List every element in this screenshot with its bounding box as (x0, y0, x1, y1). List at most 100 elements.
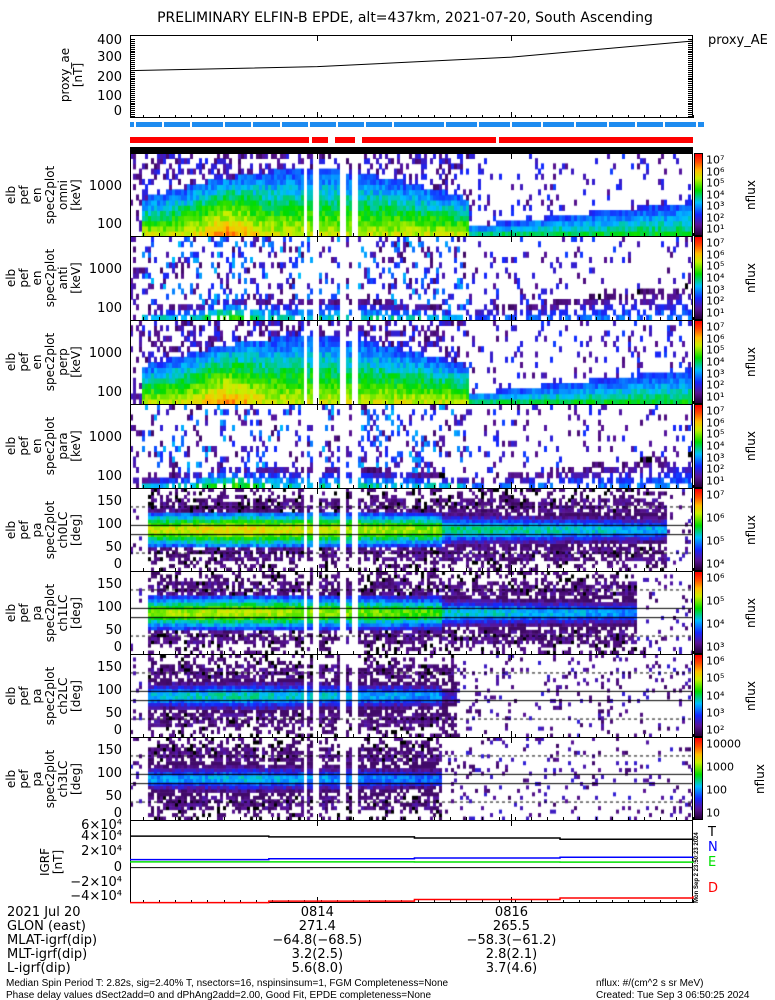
time-minor-tick (223, 233, 225, 236)
igrf-ytick: 2×10⁴ (81, 844, 122, 860)
time-minor-tick (450, 651, 451, 654)
time-minor-tick (174, 115, 176, 118)
proxy-minor-tick (688, 85, 693, 87)
time-minor-tick (255, 115, 257, 118)
time-minor-tick (563, 568, 565, 571)
time-minor-tick (482, 900, 484, 903)
proxy-ae-legend: proxy_AE (708, 33, 768, 48)
time-minor-tick (385, 401, 387, 404)
proxy-minor-tick (688, 69, 693, 71)
time-major-tick (317, 314, 319, 320)
spec-para-colorbar-tick: 10³ (706, 451, 725, 465)
time-minor-tick (320, 568, 322, 571)
proxy-minor-tick (688, 48, 693, 50)
time-minor-tick (660, 900, 662, 903)
time-minor-tick (676, 651, 678, 654)
time-minor-tick (627, 115, 629, 118)
proxy-minor-tick (130, 75, 135, 77)
time-minor-tick (563, 233, 565, 236)
time-minor-tick (385, 651, 387, 654)
time-minor-tick (223, 900, 225, 903)
time-minor-tick (369, 817, 371, 820)
igrf-ylabel-line: [nT] (51, 849, 65, 875)
ephemeris-value-0816: −58.3(−61.2) (466, 933, 557, 948)
time-minor-tick (627, 401, 629, 404)
proxy-minor-tick (688, 73, 693, 75)
time-minor-tick (191, 651, 193, 654)
time-minor-tick (660, 317, 662, 320)
time-minor-tick (692, 233, 694, 236)
time-minor-tick (514, 317, 516, 320)
proxy-minor-tick (130, 83, 135, 85)
time-minor-tick (611, 317, 613, 320)
spec-omni-ylabel: elb pef en spec2plot omni [keV] (4, 165, 83, 223)
spec-ch3-colorbar-tick: 10000 (706, 737, 741, 751)
spin-status-bar (637, 122, 663, 127)
time-minor-tick (514, 485, 516, 488)
igrf-ylabel: IGRF [nT] (38, 848, 65, 876)
proxy-minor-tick (688, 65, 693, 67)
spec-ch2-ytick: 100 (97, 682, 122, 698)
time-major-tick (511, 320, 513, 326)
time-minor-tick (466, 485, 468, 488)
time-minor-tick (579, 485, 581, 488)
time-major-tick (511, 654, 513, 660)
time-minor-tick (676, 233, 678, 236)
spin-status-bar (698, 122, 704, 127)
created-timestamp: Created: Tue Sep 3 06:50:25 2024 (596, 990, 750, 1000)
time-minor-tick (417, 485, 419, 488)
time-minor-tick (676, 734, 678, 737)
proxy-minor-tick (130, 96, 135, 98)
time-minor-tick (239, 900, 241, 903)
proxy-minor-tick (688, 90, 693, 92)
spin-status-bar (225, 122, 251, 127)
time-minor-tick (320, 401, 322, 404)
time-minor-tick (627, 317, 629, 320)
time-minor-tick (563, 900, 565, 903)
time-minor-tick (466, 900, 468, 903)
time-minor-tick (547, 817, 549, 820)
spec-anti-ylabel: elb pef en spec2plot anti [keV] (4, 249, 83, 307)
spec-para-ytick: 100 (97, 468, 122, 484)
time-minor-tick (385, 317, 387, 320)
time-major-tick (317, 482, 319, 488)
time-minor-tick (644, 651, 646, 654)
time-minor-tick (288, 568, 290, 571)
time-minor-tick (369, 401, 371, 404)
spec-ch2-colorbar-tick: 10² (706, 723, 725, 737)
spec-perp-colorbar-tick: 10⁷ (706, 320, 725, 334)
proxy-minor-tick (130, 85, 135, 87)
time-major-tick (511, 648, 513, 654)
spec-omni-heatmap (130, 153, 693, 236)
time-minor-tick (288, 651, 290, 654)
time-minor-tick (433, 233, 435, 236)
spec-ch0-ytick: 50 (105, 539, 122, 555)
time-minor-tick (530, 651, 532, 654)
time-minor-tick (385, 485, 387, 488)
spec-omni-colorbar-tick: 10¹ (706, 222, 725, 236)
time-minor-tick (288, 401, 290, 404)
ephemeris-value-0814: 271.4 (298, 919, 336, 934)
time-minor-tick (563, 817, 565, 820)
time-minor-tick (498, 115, 500, 118)
time-minor-tick (369, 233, 371, 236)
proxy-minor-tick (688, 94, 693, 96)
spec-ch3-colorbar-tick: 100 (706, 783, 727, 797)
time-minor-tick (158, 734, 160, 737)
time-minor-tick (514, 401, 516, 404)
spin-status-bar (665, 122, 696, 127)
ephemeris-value-0814: 5.6(8.0) (291, 961, 344, 976)
time-minor-tick (207, 734, 209, 737)
ephemeris-label: L-igrf(dip) (7, 961, 71, 976)
proxy-minor-tick (130, 73, 135, 75)
time-minor-tick (223, 734, 225, 737)
time-minor-tick (595, 734, 597, 737)
time-minor-tick (223, 651, 225, 654)
spin-status-bar (609, 122, 635, 127)
time-minor-tick (272, 401, 274, 404)
time-minor-tick (692, 485, 694, 488)
time-minor-tick (255, 900, 257, 903)
time-major-tick (511, 398, 513, 404)
proxy-minor-tick (688, 52, 693, 54)
time-minor-tick (401, 401, 403, 404)
